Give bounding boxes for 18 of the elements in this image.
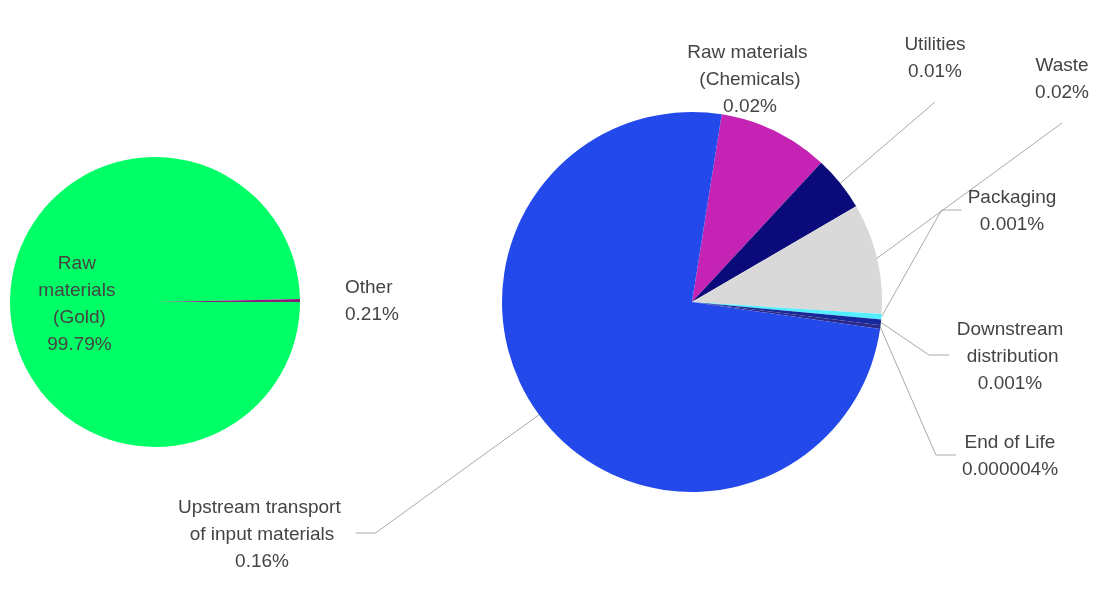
data-label: 0.02% (723, 94, 778, 116)
data-label: 0.16% (235, 549, 290, 571)
slice-label: Upstream transport of input materials (178, 495, 346, 544)
slice-label: Waste (1035, 54, 1089, 75)
slice-label: Other (344, 276, 394, 298)
data-label: 0.01% (908, 60, 963, 81)
data-label: 0.001% (977, 371, 1043, 393)
slice-label: Utilities (904, 33, 966, 54)
data-label: 0.001% (979, 213, 1045, 234)
slice-label: Downstream distribution (956, 317, 1064, 366)
data-label: 0.02% (1035, 81, 1090, 102)
data-label: 0.000004% (961, 458, 1059, 479)
slice-label: Raw materials (Chemicals) (687, 40, 813, 89)
data-label: 0.21% (344, 303, 399, 325)
slice-label: Packaging (967, 186, 1057, 207)
data-label: 99.79% (47, 332, 112, 354)
slice-label: End of Life (964, 431, 1056, 452)
slice-label: Raw materials (Gold) (38, 251, 121, 327)
